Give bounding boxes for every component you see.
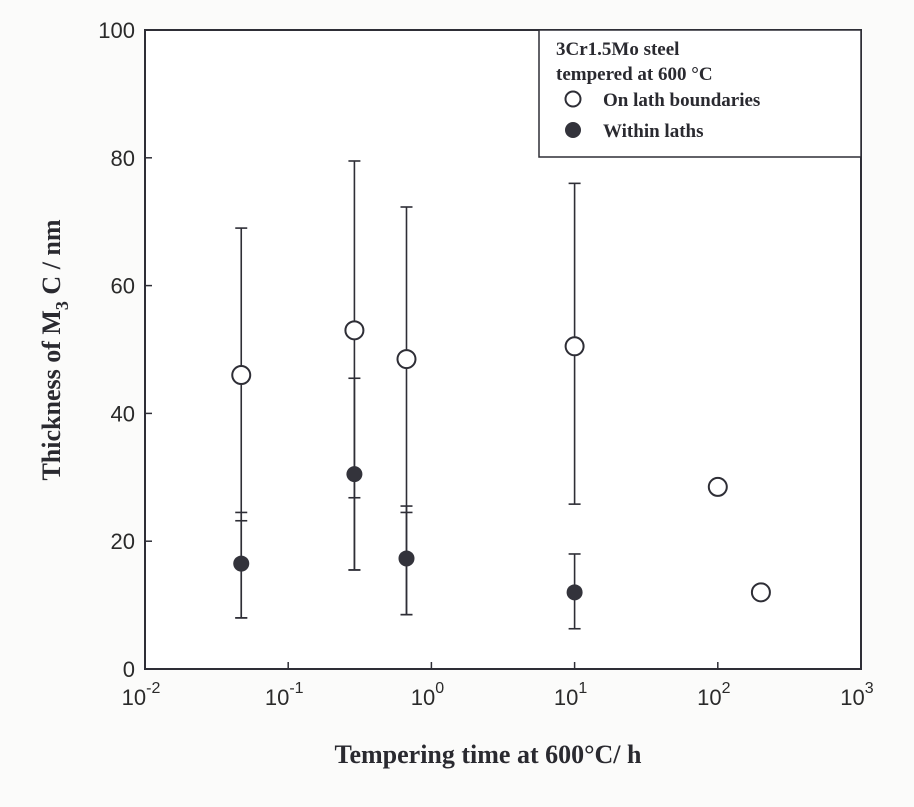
- data-series: [231, 160, 771, 630]
- y-tick-label: 20: [111, 529, 135, 554]
- open-circle-marker: [564, 336, 585, 357]
- legend-title-line1: 3Cr1.5Mo steel: [556, 39, 679, 60]
- filled-circle-marker: [346, 466, 363, 483]
- x-tick-label: 100: [411, 680, 444, 710]
- x-tick-label: 10-1: [265, 680, 304, 710]
- legend: 3Cr1.5Mo steel tempered at 600 °C On lat…: [538, 29, 862, 158]
- y-axis-ticks: 0 20 40 60 80 100: [98, 18, 152, 682]
- open-circle-marker: [750, 582, 771, 603]
- y-tick-label: 100: [98, 18, 135, 43]
- open-circle-marker: [344, 320, 365, 341]
- open-circle-marker: [231, 365, 252, 386]
- x-tick-label: 10-2: [122, 680, 161, 710]
- filled-circle-marker: [398, 550, 415, 567]
- x-axis-title: Tempering time at 600°C/ h: [335, 740, 643, 769]
- y-axis-title: Thickness of M3 C / nm: [37, 219, 72, 480]
- x-tick-label: 102: [697, 680, 730, 710]
- y-tick-label: 60: [111, 274, 135, 299]
- filled-circle-marker: [566, 584, 583, 601]
- x-tick-label: 103: [840, 680, 873, 710]
- filled-circle-icon: [565, 122, 581, 138]
- x-axis-ticks: 10-2 10-1 100 101 102 103: [122, 662, 874, 710]
- legend-title-line2: tempered at 600 °C: [556, 64, 713, 85]
- series-within-laths: [233, 377, 583, 630]
- filled-circle-marker: [233, 555, 250, 572]
- legend-label-boundaries: On lath boundaries: [603, 90, 760, 111]
- open-circle-icon: [564, 90, 582, 108]
- legend-label-within: Within laths: [603, 121, 704, 142]
- y-tick-label: 0: [123, 657, 135, 682]
- open-circle-marker: [707, 476, 728, 497]
- open-circle-marker: [396, 349, 417, 370]
- y-tick-label: 80: [111, 146, 135, 171]
- y-tick-label: 40: [111, 401, 135, 426]
- x-tick-label: 101: [554, 680, 587, 710]
